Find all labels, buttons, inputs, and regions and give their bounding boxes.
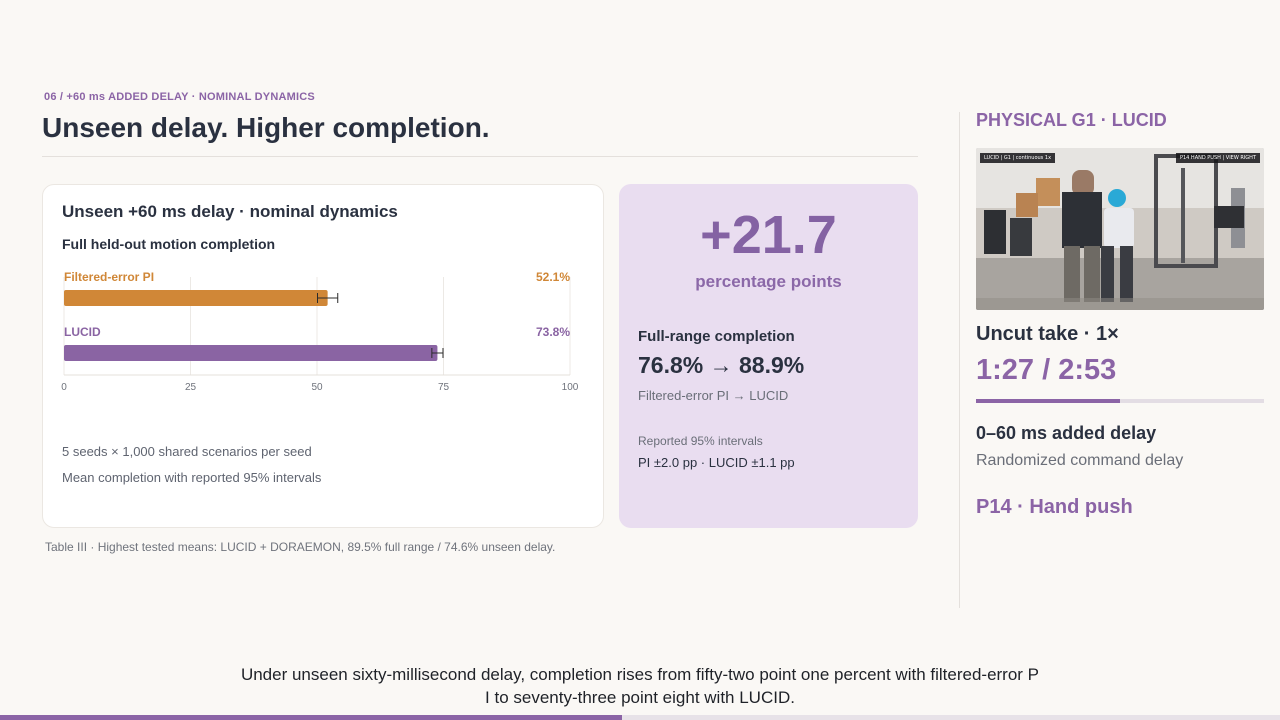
improvement-value: +21.7: [700, 205, 837, 265]
subtitle-line-1: Under unseen sixty-millisecond delay, co…: [240, 665, 1040, 684]
chart-subtitle: Full held-out motion completion: [62, 236, 276, 252]
full-range-methods: Filtered-error PI → LUCID: [638, 388, 789, 403]
intervals-heading: Reported 95% intervals: [638, 434, 763, 448]
deck-progress-bar[interactable]: [0, 715, 1280, 720]
improvement-unit: percentage points: [695, 272, 842, 291]
seeds-note: 5 seeds × 1,000 shared scenarios per see…: [62, 444, 312, 459]
x-tick-label-3: 75: [438, 382, 450, 393]
full-range-value: 76.8% → 88.9%: [638, 352, 805, 378]
bar-1: [64, 345, 438, 361]
video-tag-right: P14 HAND PUSH | VIEW RIGHT: [1175, 153, 1260, 163]
delay-heading: 0–60 ms added delay: [976, 423, 1157, 443]
bar-0: [64, 290, 328, 306]
video-progress-fill: [976, 399, 1120, 403]
side-divider: [959, 112, 960, 608]
x-tick-label-4: 100: [562, 382, 579, 393]
bar-value-label-1: 73.8%: [536, 325, 570, 339]
subtitle-line-2: I to seventy-three point eight with LUCI…: [485, 688, 795, 707]
table-caption: Table III · Highest tested means: LUCID …: [45, 540, 556, 554]
page-title: Unseen delay. Higher completion.: [42, 112, 490, 143]
section-eyebrow: 06 / +60 ms ADDED DELAY · NOMINAL DYNAMI…: [44, 91, 315, 103]
chart-card-title: Unseen +60 ms delay · nominal dynamics: [62, 202, 398, 221]
x-tick-label-1: 25: [185, 382, 197, 393]
uncut-label: Uncut take · 1×: [976, 323, 1119, 345]
completion-bar-chart: 0 25 50 75 100 Filtered-error PI 52.1% LUCID 73.…: [61, 270, 579, 393]
robot-video[interactable]: LUCID | G1 | continuous 1x P14 HAND PUSH…: [976, 148, 1264, 310]
video-time: 1:27 / 2:53: [976, 354, 1117, 386]
video-tag-left: LUCID | G1 | continuous 1x: [980, 153, 1056, 163]
video-frame: [976, 148, 1264, 310]
deck-progress-fill: [0, 715, 623, 720]
side-title: PHYSICAL G1 · LUCID: [976, 110, 1167, 130]
x-tick-label-2: 50: [311, 382, 323, 393]
full-range-heading: Full-range completion: [638, 328, 795, 345]
x-tick-label-0: 0: [61, 382, 67, 393]
delay-subtext: Randomized command delay: [976, 452, 1184, 469]
intervals-value: PI ±2.0 pp · LUCID ±1.1 pp: [638, 455, 795, 470]
title-divider: [42, 156, 918, 157]
bar-label-0: Filtered-error PI: [64, 270, 154, 284]
video-progress-bar[interactable]: [976, 399, 1264, 403]
stat-card: +21.7 percentage points Full-range compl…: [619, 184, 918, 528]
interval-note: Mean completion with reported 95% interv…: [62, 470, 322, 485]
bar-value-label-0: 52.1%: [536, 270, 570, 284]
perturbation-label: P14 · Hand push: [976, 496, 1133, 518]
narration-subtitle: Under unseen sixty-millisecond delay, co…: [200, 663, 1080, 709]
bar-label-1: LUCID: [64, 325, 101, 339]
chart-card: Unseen +60 ms delay · nominal dynamics F…: [42, 184, 604, 528]
